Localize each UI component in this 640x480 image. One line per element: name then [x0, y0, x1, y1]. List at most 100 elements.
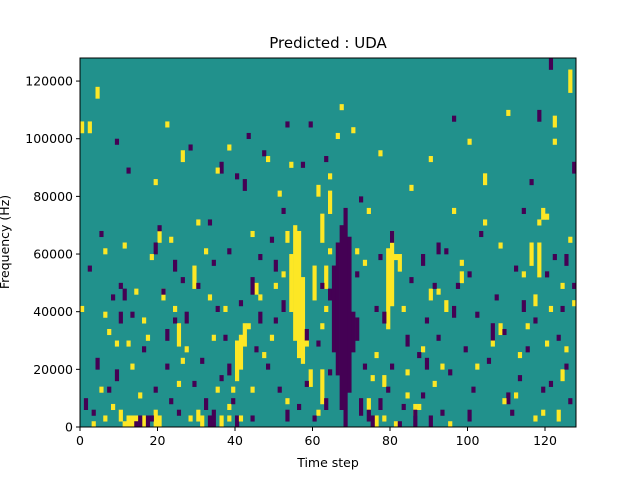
heatmap-cell-high: [215, 386, 220, 393]
heatmap-cell-high: [200, 415, 205, 428]
heatmap-cell-high: [498, 323, 503, 336]
heatmap-cell-high: [250, 230, 255, 238]
heatmap-cell-low: [366, 409, 371, 422]
heatmap-cell-low: [246, 132, 251, 140]
heatmap-cell-low: [463, 346, 468, 353]
heatmap-cell-high: [114, 340, 120, 347]
heatmap-cell-low: [424, 317, 430, 324]
heatmap-cell-low: [355, 317, 360, 341]
heatmap-cell-low: [486, 357, 492, 364]
heatmap-cell-low: [285, 409, 290, 422]
heatmap-cell-high: [95, 86, 100, 99]
heatmap-cell-low: [401, 403, 406, 411]
heatmap-cell-low: [475, 311, 480, 318]
heatmap-cell-high: [436, 288, 441, 295]
heatmap-cell-low: [223, 334, 228, 341]
heatmap-cell-high: [560, 369, 565, 382]
heatmap-cell-low: [548, 380, 554, 387]
heatmap-cell-high: [281, 271, 286, 278]
heatmap-cell-high: [153, 179, 158, 186]
heatmap-cell-high: [103, 248, 108, 255]
heatmap-cell-high: [545, 340, 550, 347]
heatmap-cell-low: [374, 305, 379, 312]
heatmap-cell-high: [324, 265, 329, 289]
y-axis-label: Frequency (Hz): [0, 195, 12, 289]
heatmap-cell-low: [130, 311, 135, 318]
heatmap-cell-low: [529, 179, 534, 186]
heatmap-cell-low: [390, 230, 395, 243]
heatmap-cell-low: [378, 254, 383, 261]
heatmap-cell-low: [149, 415, 154, 422]
heatmap-cell-low: [316, 340, 321, 347]
heatmap-cell-high: [111, 403, 116, 411]
heatmap-cell-low: [180, 277, 185, 284]
heatmap-cell-low: [204, 398, 209, 410]
heatmap-cell-low: [355, 271, 360, 278]
heatmap-cell-high: [467, 138, 472, 145]
heatmap-cell-high: [149, 254, 154, 261]
heatmap-cell-high: [378, 150, 383, 157]
heatmap-cell-low: [145, 415, 151, 428]
heatmap-cell-low: [308, 121, 313, 128]
heatmap-cell-high: [99, 386, 104, 393]
heatmap-cell-high: [231, 386, 236, 393]
heatmap-cell-high: [126, 340, 131, 347]
heatmap-cell-low: [211, 259, 216, 266]
heatmap-cell-high: [289, 161, 294, 168]
heatmap-cell-low: [436, 334, 441, 341]
heatmap-cell-low: [207, 219, 213, 226]
heatmap-cell-high: [207, 294, 213, 301]
heatmap-cell-high: [328, 173, 333, 180]
heatmap-cell-low: [211, 409, 216, 428]
heatmap-cell-high: [417, 403, 422, 411]
heatmap-cell-high: [142, 317, 147, 324]
heatmap-cell-low: [200, 357, 205, 364]
heatmap-cell-high: [393, 254, 399, 261]
y-tick-label: 120000: [25, 74, 73, 89]
x-tick-label: 120: [533, 433, 557, 448]
heatmap-cell-low: [405, 334, 410, 347]
heatmap-cell-low: [525, 346, 530, 353]
heatmap-cell-low: [262, 150, 267, 157]
heatmap-cell-high: [483, 219, 488, 226]
heatmap-cell-high: [304, 340, 309, 347]
heatmap-cell-high: [80, 121, 85, 134]
x-tick-label: 60: [305, 433, 321, 448]
heatmap-cell-low: [83, 398, 89, 410]
heatmap-cell-high: [475, 363, 480, 370]
heatmap-cell-high: [273, 282, 278, 289]
x-tick-label: 0: [76, 433, 84, 448]
heatmap-cell-high: [320, 323, 325, 330]
heatmap-cell-low: [281, 207, 286, 214]
heatmap-cell-high: [335, 132, 340, 140]
heatmap-cell-high: [134, 288, 139, 295]
heatmap-cell-high: [548, 305, 554, 312]
heatmap-cell-low: [514, 265, 519, 272]
heatmap-cell-low: [339, 225, 344, 410]
y-axis-ticks: 0 20000 40000 60000 80000 100000 120000: [25, 74, 80, 435]
heatmap-cell-low: [467, 271, 472, 278]
heatmap-cell-low: [188, 144, 193, 151]
heatmap-cell-high: [285, 398, 290, 405]
heatmap-cell-low: [118, 311, 123, 324]
heatmap-cell-high: [262, 352, 267, 359]
heatmap-cell-low: [479, 230, 484, 238]
heatmap-cell-high: [490, 340, 495, 347]
heatmap-cell-low: [347, 236, 352, 393]
heatmap-cell-low: [122, 288, 127, 301]
heatmap-cell-high: [537, 219, 542, 226]
heatmap-cell-high: [324, 305, 329, 312]
heatmap-cell-low: [107, 386, 112, 393]
heatmap-cell-high: [390, 230, 395, 307]
heatmap-cell-low: [250, 277, 255, 295]
heatmap-cell-low: [324, 398, 329, 410]
heatmap-cell-high: [328, 248, 333, 255]
heatmap-cell-high: [537, 242, 542, 278]
heatmap-cell-high: [428, 156, 433, 163]
heatmap-cell-high: [432, 380, 437, 387]
heatmap-cell-high: [328, 190, 333, 214]
heatmap-cell-low: [424, 357, 430, 370]
heatmap-cell-high: [459, 271, 464, 284]
heatmap-cell-high: [246, 323, 251, 330]
heatmap-cell-high: [401, 305, 406, 312]
